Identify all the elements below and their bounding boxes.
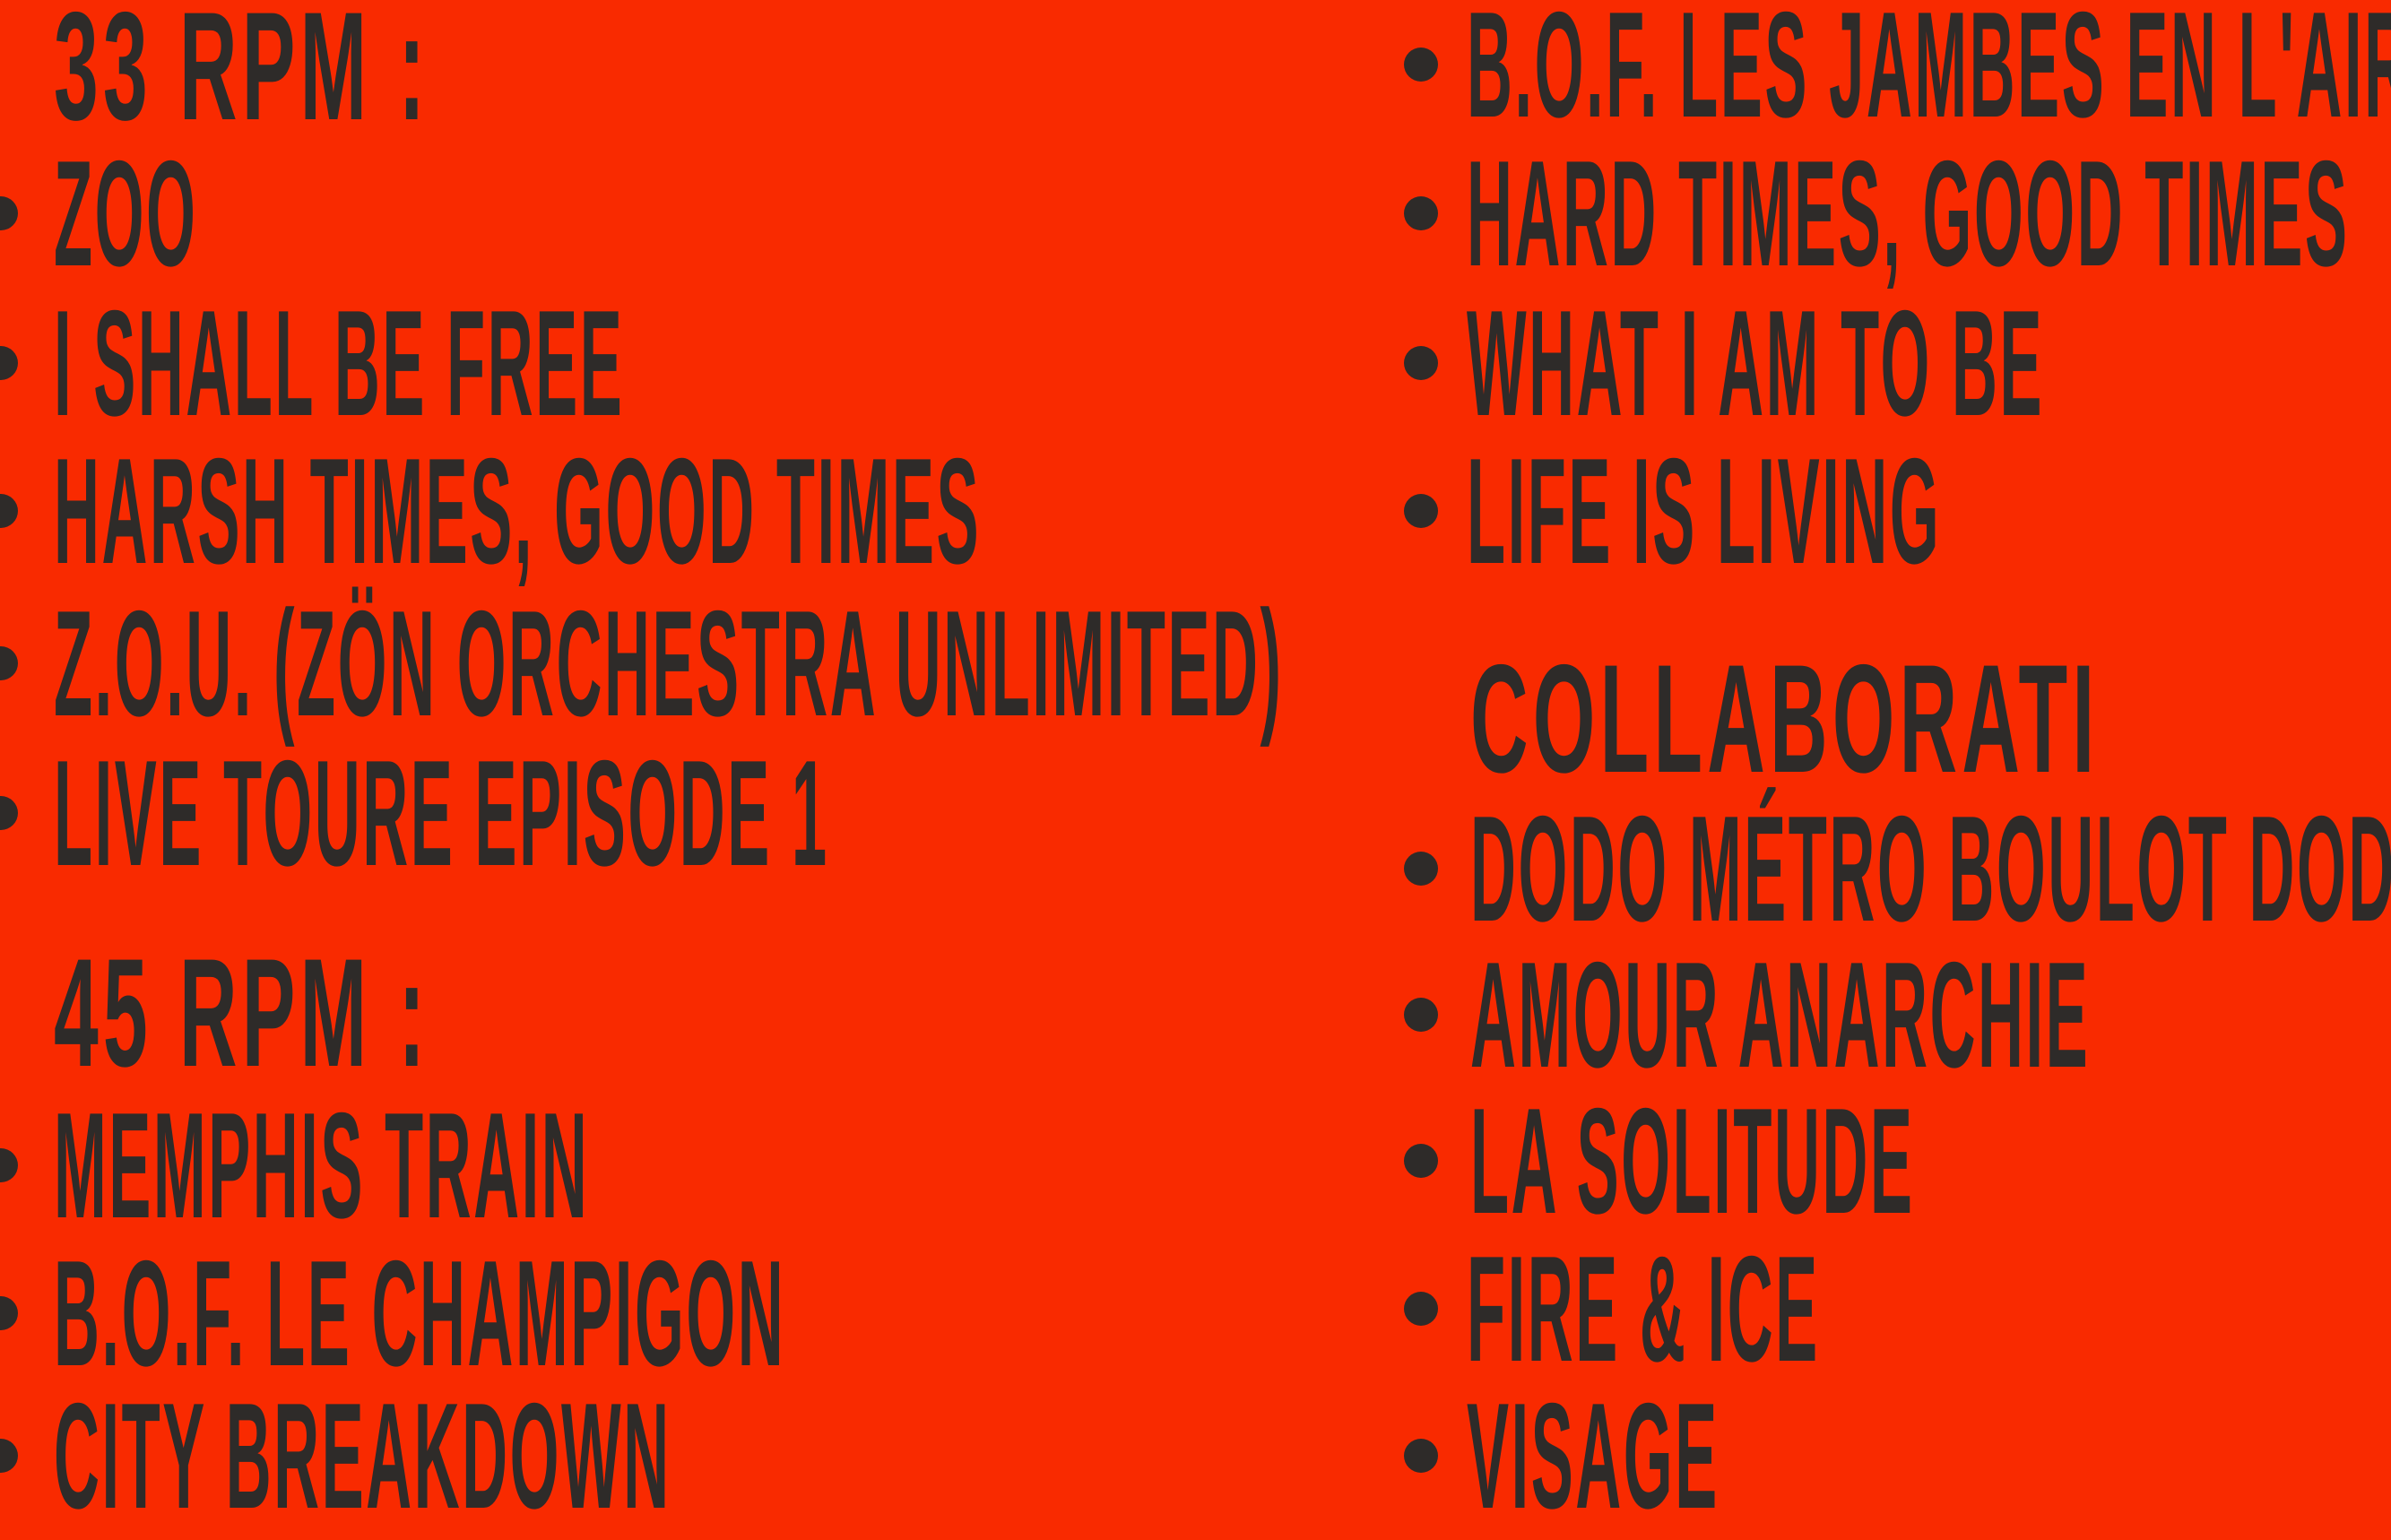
bullet-icon <box>1404 196 1438 230</box>
bullet-icon <box>0 646 18 680</box>
bullet-icon <box>1404 1292 1438 1326</box>
item-text: Memphis Train <box>54 1081 590 1250</box>
bullet-icon <box>0 346 18 380</box>
item-text: Live Toure Episode 1 <box>54 729 829 897</box>
bullet-icon <box>1404 494 1438 528</box>
bullet-icon <box>1404 48 1438 82</box>
item-text: Dodo Métro Boulot Dodo <box>1470 784 2391 953</box>
bullet-icon <box>0 494 18 528</box>
item-text: What I Am To Be <box>1467 279 2045 447</box>
item-text: Z.O.U. (Zön Orchestra Unlimited) <box>54 579 1284 748</box>
item-text: Visage <box>1467 1371 1720 1540</box>
item-text: Amour Anarchie <box>1470 930 2091 1099</box>
item-text: Fire & Ice <box>1467 1224 1820 1393</box>
bullet-icon <box>0 1148 18 1182</box>
item-text: B.O.F. Les Jambes en l'Air <box>1467 0 2391 149</box>
item-text: La Solitude <box>1470 1077 1915 1245</box>
bullet-icon <box>0 196 18 230</box>
bullet-icon <box>1404 1439 1438 1473</box>
item-text: Harsh Times, Good Times <box>54 427 982 595</box>
bullet-icon <box>0 796 18 830</box>
bullet-icon <box>0 1439 18 1473</box>
heading-text: 33 RPM : <box>54 0 430 152</box>
bullet-icon <box>1404 852 1438 886</box>
item-text: City Breakdown <box>54 1371 671 1540</box>
item-text: Hard Times, Good Times <box>1467 129 2350 298</box>
bullet-icon <box>0 1296 18 1330</box>
item-text: I Shall Be Free <box>54 279 625 447</box>
item-text: Zoo <box>54 129 198 298</box>
bullet-icon <box>1404 1144 1438 1178</box>
bullet-icon <box>1404 346 1438 380</box>
heading-text: Collaborati <box>1470 633 2100 805</box>
bullet-icon <box>1404 998 1438 1032</box>
item-text: Life Is Living <box>1467 427 1942 595</box>
item-text: B.O.F. Le Champigon <box>54 1229 786 1397</box>
heading-text: 45 RPM : <box>54 927 430 1099</box>
